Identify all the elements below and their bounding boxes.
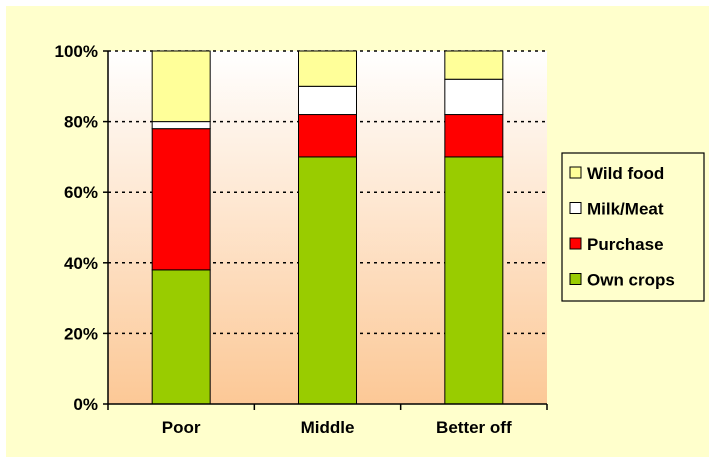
legend-label: Own crops — [587, 271, 675, 290]
bar-segment-milk-meat — [444, 78, 504, 116]
bars — [151, 50, 504, 405]
bar-segment-purchase — [151, 128, 211, 271]
bar-segment-milk-meat — [298, 85, 357, 116]
x-tick-label: Middle — [301, 418, 355, 437]
legend: Wild food Milk/Meat Purchase Own crops — [561, 152, 705, 302]
bar-segment-wild-food — [444, 50, 504, 80]
bar-segment-wild-food — [151, 50, 211, 123]
x-tick-label: Poor — [162, 418, 201, 437]
bar-segment-milk-meat — [151, 121, 211, 130]
y-tick-label: 100% — [55, 42, 98, 61]
bar-segment-own-crops — [151, 269, 211, 405]
legend-label: Purchase — [587, 235, 664, 254]
y-tick-label: 40% — [64, 254, 98, 273]
axes: 0% 20% 40% 60% 80% 100% Poor Middle Better off — [55, 42, 548, 437]
bar-segment-own-crops — [444, 156, 504, 405]
y-tick-label: 0% — [73, 395, 98, 414]
bar-segment-own-crops — [298, 156, 357, 405]
legend-box — [561, 152, 705, 302]
bar-segment-wild-food — [298, 50, 357, 87]
legend-label: Milk/Meat — [587, 200, 664, 219]
y-tick-label: 80% — [64, 113, 98, 132]
x-tick-label: Better off — [436, 418, 512, 437]
bar-segment-purchase — [444, 114, 504, 158]
bar-segment-purchase — [298, 114, 357, 158]
y-tick-label: 60% — [64, 183, 98, 202]
legend-swatch — [569, 273, 582, 285]
legend-swatch — [569, 202, 582, 214]
legend-label: Wild food — [587, 164, 664, 183]
y-tick-label: 20% — [64, 324, 98, 343]
legend-swatch — [569, 166, 582, 179]
legend-swatch — [569, 237, 582, 250]
